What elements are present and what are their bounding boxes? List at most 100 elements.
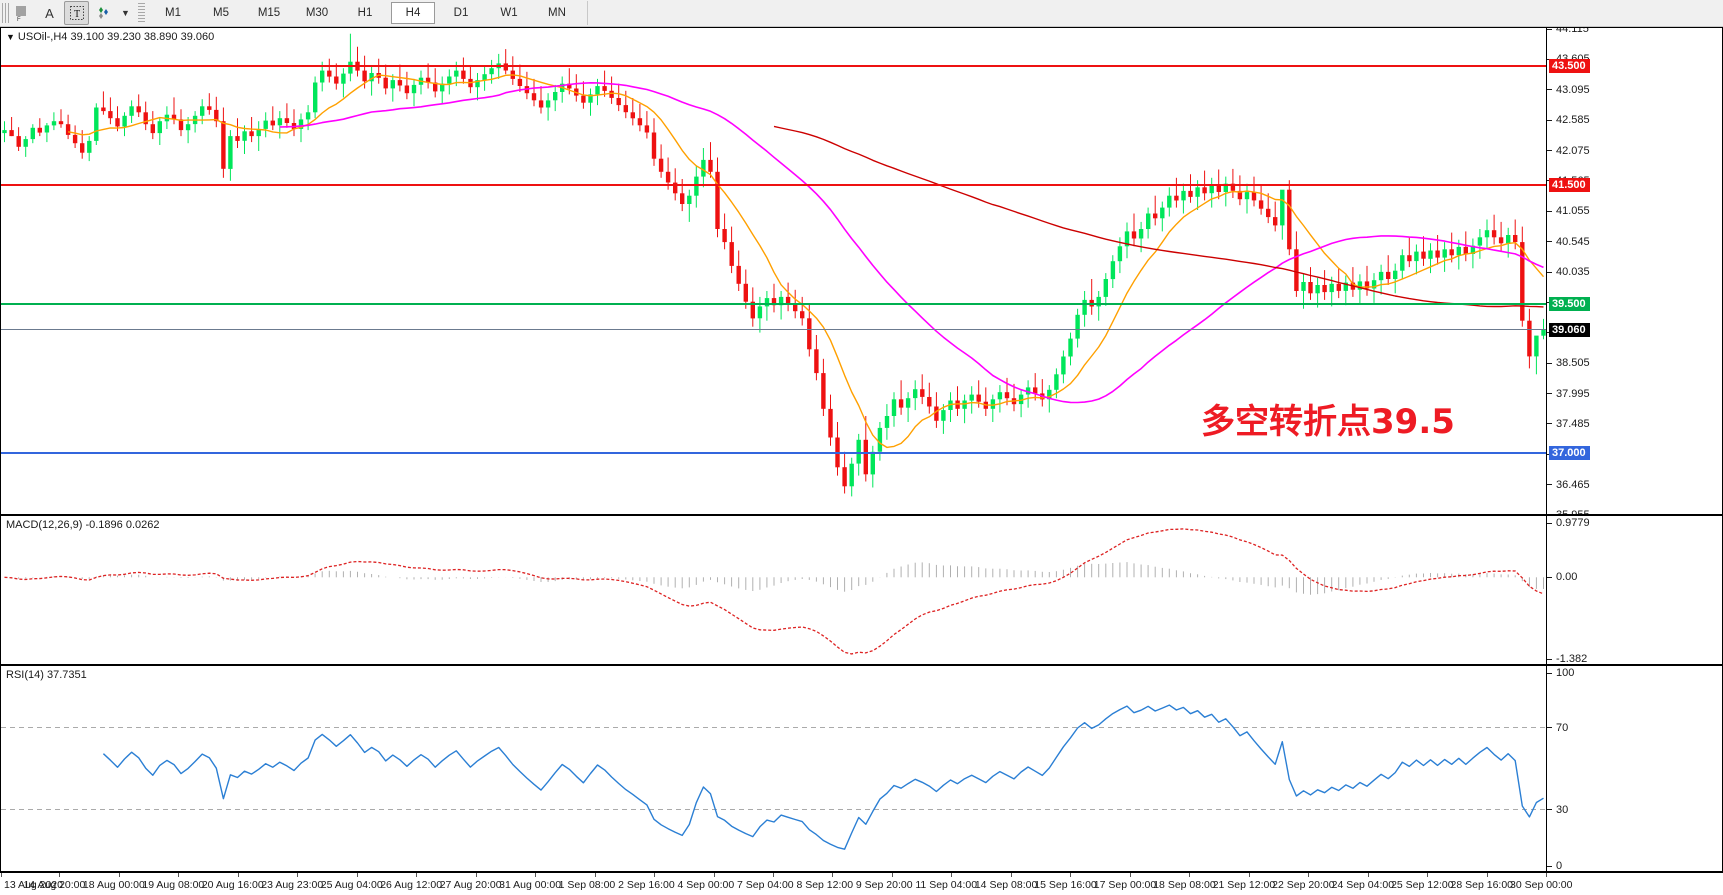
toolbar-drag-handle[interactable] — [2, 3, 9, 23]
rsi-plot-area[interactable] — [1, 666, 1547, 871]
time-label: 2 Sep 16:00 — [618, 879, 675, 891]
time-tick — [713, 873, 715, 877]
price-tick-label: 36.465 — [1556, 478, 1590, 491]
macd-panel-label: MACD(12,26,9) -0.1896 0.0262 — [6, 519, 160, 531]
timeframe-m30[interactable]: M30 — [305, 7, 329, 19]
price-tick-label: 38.505 — [1556, 357, 1590, 370]
rsi-tick-30: 30 — [1547, 804, 1568, 816]
pivot-39500-tag: 39.500 — [1549, 296, 1590, 311]
timeframe-m15[interactable]: M15 — [257, 7, 281, 19]
price-tick-37-485: 37.485 — [1547, 418, 1590, 430]
time-label: 13 Aug 2020 — [4, 879, 63, 891]
timeframe-m1[interactable]: M1 — [165, 7, 181, 19]
time-label: 18 Sep 08:00 — [1153, 879, 1216, 891]
time-tick — [832, 873, 834, 877]
time-tick — [416, 873, 418, 877]
resistance-41500[interactable] — [1, 183, 1547, 186]
time-tick — [237, 873, 239, 877]
time-tick — [178, 873, 180, 877]
macd-tick-label: 0.9779 — [1556, 517, 1590, 529]
price-panel-label: ▼ USOil-,H4 39.100 39.230 38.890 39.060 — [6, 31, 214, 43]
price-axis[interactable]: 44.11543.60543.09542.58542.07541.56541.0… — [1546, 28, 1722, 514]
macd-panel[interactable]: MACD(12,26,9) -0.1896 0.0262 0.9779 0.00 -… — [0, 515, 1723, 665]
pivot-39500[interactable] — [1, 302, 1547, 305]
price-tick-label: 43.095 — [1556, 83, 1590, 96]
rsi-tick-label: 100 — [1556, 667, 1575, 679]
timeframe-h4[interactable]: H4 — [391, 2, 435, 24]
time-tick — [1546, 873, 1547, 877]
timeframe-m5[interactable]: M5 — [213, 7, 229, 19]
time-tick — [297, 873, 299, 877]
rsi-tick-100: 100 — [1547, 667, 1574, 679]
rsi-panel[interactable]: RSI(14) 37.7351 100 70 30 0 — [0, 665, 1723, 872]
price-tick-label: 35.955 — [1556, 509, 1590, 515]
rsi-panel-label: RSI(14) 37.7351 — [6, 669, 87, 681]
price-tick-36-465: 36.465 — [1547, 479, 1590, 491]
rsi-axis[interactable]: 100 70 30 0 — [1546, 666, 1722, 871]
time-tick — [1367, 873, 1369, 877]
time-label: 18 Aug 00:00 — [82, 879, 145, 891]
resistance-43500-tag: 43.500 — [1549, 58, 1590, 73]
time-label: 27 Aug 20:00 — [439, 879, 502, 891]
text-box-icon[interactable]: T — [64, 1, 89, 25]
toolbar: F A T ▼ M1 M5 M15 M30 H1 H4 D1 W1 MN — [0, 0, 1723, 27]
time-label: 25 Aug 04:00 — [320, 879, 383, 891]
price-tick-label: 42.585 — [1556, 114, 1590, 127]
rsi-tick-label: 30 — [1556, 803, 1569, 816]
time-label: 4 Sep 00:00 — [677, 879, 735, 891]
timeframe-h1[interactable]: H1 — [357, 7, 373, 19]
support-37000-tag: 37.000 — [1549, 445, 1590, 460]
objects-icon[interactable] — [91, 1, 116, 25]
price-tick-35-955: 35.955 — [1547, 509, 1590, 515]
time-tick — [1, 873, 2, 877]
time-tick — [118, 873, 120, 877]
price-tick-label: 40.545 — [1556, 235, 1590, 248]
time-label: 21 Sep 12:00 — [1212, 879, 1276, 891]
macd-tick-000: 0.00 — [1547, 571, 1577, 583]
price-chart-panel[interactable]: ▼ USOil-,H4 39.100 39.230 38.890 39.060 多… — [0, 27, 1723, 515]
macd-tick-1382: -1.382 — [1547, 653, 1587, 664]
price-tick-43-095: 43.095 — [1547, 84, 1590, 96]
time-label: 7 Sep 04:00 — [737, 879, 794, 891]
timeframe-group: M1 M5 M15 M30 H1 H4 D1 W1 MN — [149, 2, 581, 24]
price-tick-label: 44.115 — [1556, 27, 1589, 35]
time-axis[interactable]: 13 Aug 2020 14 Aug 20:00 18 Aug 00:00 19 Au… — [0, 872, 1723, 895]
support-37000[interactable] — [1, 451, 1547, 454]
macd-tick-09779: 0.9779 — [1547, 517, 1590, 529]
last-price-39060[interactable] — [1, 329, 1547, 331]
rsi-series-svg — [1, 704, 1547, 850]
collapse-caret-icon[interactable]: ▼ — [6, 32, 15, 42]
crosshair-icon[interactable]: F — [10, 1, 35, 25]
last-price-39060-tag: 39.060 — [1549, 323, 1590, 338]
time-label: 25 Sep 12:00 — [1391, 879, 1454, 891]
time-tick — [1010, 873, 1012, 877]
time-label: 19 Aug 08:00 — [142, 879, 205, 891]
price-tick-label: 37.485 — [1556, 417, 1590, 430]
price-tick-40-035: 40.035 — [1547, 266, 1590, 278]
timeframe-mn[interactable]: MN — [548, 7, 566, 19]
resistance-41500-tag: 41.500 — [1549, 177, 1590, 192]
time-tick — [59, 873, 61, 877]
time-label: 28 Sep 16:00 — [1450, 879, 1514, 891]
time-label: 30 Sep 00:00 — [1510, 879, 1573, 891]
time-tick — [594, 873, 596, 877]
timeframe-w1[interactable]: W1 — [500, 7, 518, 19]
time-tick — [356, 873, 358, 877]
macd-axis[interactable]: 0.9779 0.00 -1.382 — [1546, 516, 1722, 664]
time-label: 14 Aug 20:00 — [23, 879, 86, 891]
time-tick — [1129, 873, 1131, 877]
chevron-down-icon[interactable]: ▼ — [121, 8, 130, 18]
time-tick — [535, 873, 537, 877]
time-label: 26 Aug 12:00 — [380, 879, 443, 891]
timeframe-d1[interactable]: D1 — [453, 7, 469, 19]
macd-plot-area[interactable] — [1, 516, 1547, 664]
text-label-icon[interactable]: A — [45, 5, 54, 21]
price-tick-42-075: 42.075 — [1547, 145, 1590, 157]
time-label: 11 Sep 04:00 — [915, 879, 978, 891]
svg-text:T: T — [73, 9, 79, 20]
price-plot-area[interactable]: 多空转折点39.5 — [1, 28, 1547, 514]
resistance-43500[interactable] — [1, 64, 1547, 67]
time-tick — [1308, 873, 1310, 877]
price-tick-40-545: 40.545 — [1547, 236, 1590, 248]
